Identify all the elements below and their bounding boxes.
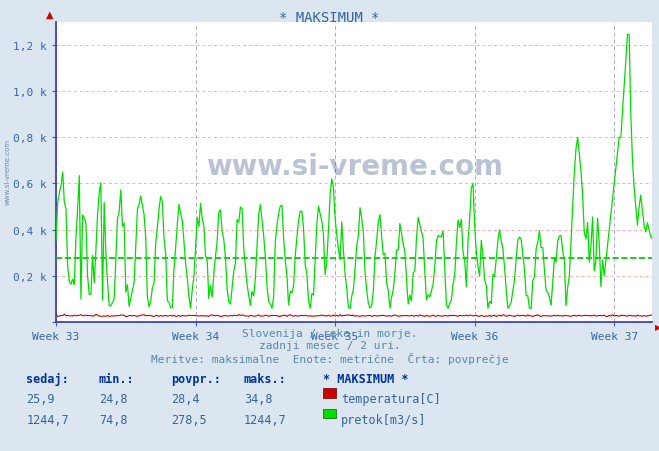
Text: Slovenija / reke in morje.: Slovenija / reke in morje.	[242, 328, 417, 338]
Text: * MAKSIMUM *: * MAKSIMUM *	[279, 11, 380, 25]
Text: www.si-vreme.com: www.si-vreme.com	[5, 138, 11, 204]
Text: 1244,7: 1244,7	[244, 413, 287, 426]
Text: sedaj:: sedaj:	[26, 372, 69, 385]
Text: 24,8: 24,8	[99, 392, 127, 405]
Text: www.si-vreme.com: www.si-vreme.com	[206, 152, 503, 180]
Text: maks.:: maks.:	[244, 372, 287, 385]
Text: pretok[m3/s]: pretok[m3/s]	[341, 413, 427, 426]
Text: 74,8: 74,8	[99, 413, 127, 426]
Text: 25,9: 25,9	[26, 392, 55, 405]
Text: 28,4: 28,4	[171, 392, 200, 405]
Text: ▲: ▲	[46, 9, 54, 19]
Text: * MAKSIMUM *: * MAKSIMUM *	[323, 372, 409, 385]
Text: Meritve: maksimalne  Enote: metrične  Črta: povprečje: Meritve: maksimalne Enote: metrične Črta…	[151, 353, 508, 365]
Text: zadnji mesec / 2 uri.: zadnji mesec / 2 uri.	[258, 341, 401, 350]
Text: 34,8: 34,8	[244, 392, 272, 405]
Text: 278,5: 278,5	[171, 413, 207, 426]
Text: 1244,7: 1244,7	[26, 413, 69, 426]
Text: povpr.:: povpr.:	[171, 372, 221, 385]
Text: temperatura[C]: temperatura[C]	[341, 392, 441, 405]
Text: ▶: ▶	[656, 322, 659, 331]
Text: min.:: min.:	[99, 372, 134, 385]
